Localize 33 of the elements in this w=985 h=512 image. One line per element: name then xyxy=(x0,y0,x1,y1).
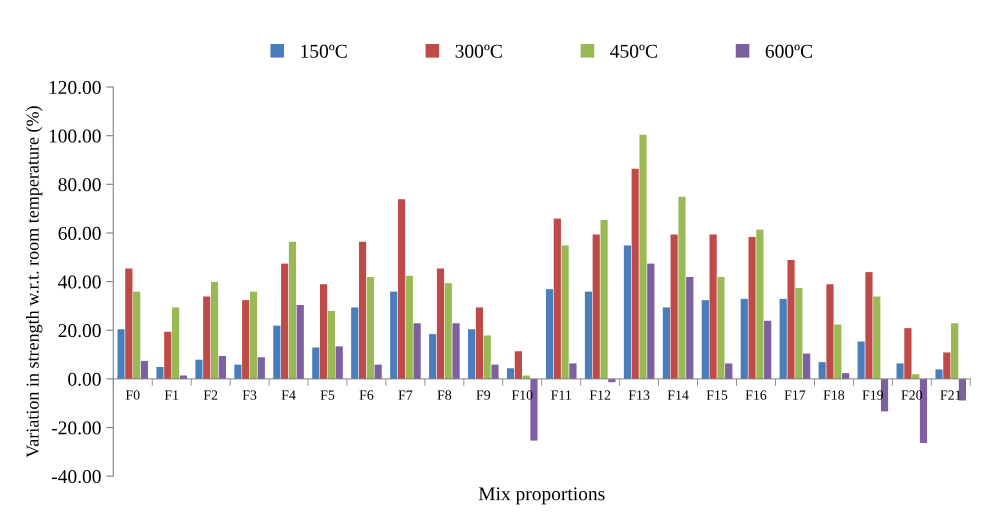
y-tick-label: 0.00 xyxy=(68,372,101,386)
x-tick-label: F7 xyxy=(398,390,412,400)
y-tick-label: -20.00 xyxy=(52,421,101,435)
x-tick-label: F11 xyxy=(551,390,571,400)
x-tick-label: F15 xyxy=(706,390,728,400)
y-tick-label: 120.00 xyxy=(50,80,101,94)
x-tick-label: F5 xyxy=(320,390,334,400)
y-tick-label: 100.00 xyxy=(50,129,101,143)
y-tick-label: 20.00 xyxy=(58,324,101,338)
x-tick-label: F18 xyxy=(823,390,844,400)
x-axis-title: Mix proportions xyxy=(478,487,605,504)
x-tick-label: F16 xyxy=(746,390,766,400)
y-tick-label: 40.00 xyxy=(58,275,101,289)
x-tick-label: F9 xyxy=(476,390,490,400)
x-tick-label: F0 xyxy=(126,390,140,400)
legend-label: 450ºC xyxy=(610,44,657,58)
x-tick-label: F12 xyxy=(590,390,610,400)
x-tick-label: F2 xyxy=(204,390,218,400)
y-axis-title: Variation in strength w.r.t. room temperature (%) xyxy=(26,106,42,458)
y-tick-label: -40.00 xyxy=(52,470,101,484)
x-tick-label: F14 xyxy=(668,390,689,400)
x-tick-label: F4 xyxy=(282,390,296,400)
x-tick-label: F6 xyxy=(360,390,374,400)
x-tick-label: F1 xyxy=(164,390,178,400)
x-tick-label: F8 xyxy=(437,390,452,400)
x-tick-label: F17 xyxy=(784,390,806,400)
y-tick-label: 80.00 xyxy=(58,178,101,192)
legend-label: 150ºC xyxy=(301,44,347,58)
legend-label: 300ºC xyxy=(456,44,502,58)
x-tick-label: F13 xyxy=(628,390,650,400)
y-tick-label: 60.00 xyxy=(58,226,101,240)
legend-label: 600ºC xyxy=(766,44,812,58)
x-tick-label: F3 xyxy=(242,390,256,400)
